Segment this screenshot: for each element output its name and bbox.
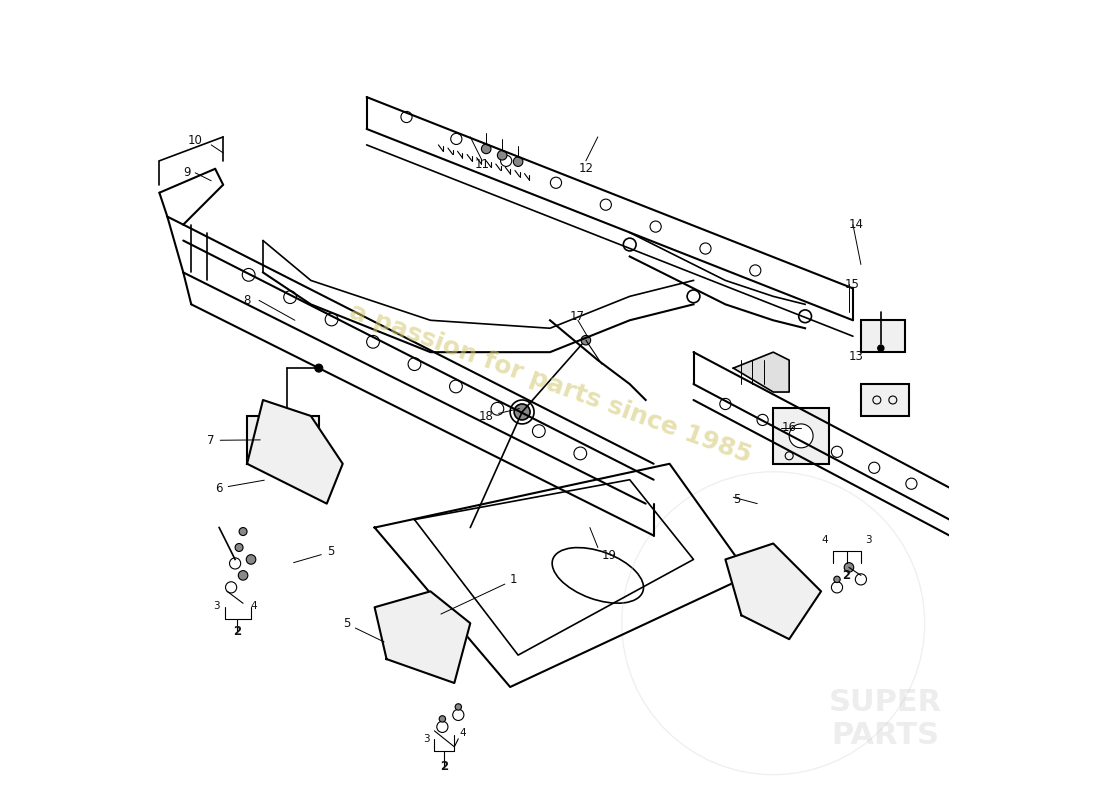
Circle shape (497, 150, 507, 160)
Text: 5: 5 (343, 618, 384, 642)
Polygon shape (725, 543, 821, 639)
Circle shape (581, 335, 591, 345)
Text: 2: 2 (233, 625, 242, 638)
Text: 17: 17 (570, 310, 585, 322)
Bar (773, 408, 829, 464)
Circle shape (270, 438, 288, 458)
Bar (248, 416, 319, 464)
Text: SUPER
PARTS: SUPER PARTS (828, 687, 942, 750)
Circle shape (756, 586, 774, 605)
Circle shape (514, 157, 522, 166)
Circle shape (422, 635, 447, 659)
Text: 16: 16 (781, 422, 796, 434)
Circle shape (789, 424, 813, 448)
Polygon shape (248, 400, 343, 504)
Circle shape (844, 562, 854, 572)
Text: 3: 3 (424, 734, 430, 744)
Circle shape (878, 345, 884, 351)
Text: 18: 18 (478, 409, 519, 423)
Text: 8: 8 (243, 294, 251, 307)
Circle shape (834, 576, 840, 582)
Text: 14: 14 (849, 218, 864, 231)
Circle shape (239, 527, 248, 535)
Text: 3: 3 (213, 601, 220, 610)
Circle shape (514, 404, 530, 420)
Circle shape (482, 144, 491, 154)
Text: 3: 3 (866, 534, 872, 545)
Text: 10: 10 (188, 134, 202, 147)
Ellipse shape (552, 547, 644, 603)
Bar (861, 384, 909, 416)
Text: 13: 13 (849, 350, 864, 362)
Text: 4: 4 (459, 728, 465, 738)
Text: 5: 5 (734, 493, 740, 506)
Text: 9: 9 (184, 166, 191, 179)
Text: 19: 19 (602, 549, 617, 562)
Text: 4: 4 (250, 601, 256, 610)
Text: 5: 5 (294, 546, 334, 562)
Text: 15: 15 (845, 278, 860, 291)
Polygon shape (375, 591, 471, 683)
Text: 2: 2 (440, 760, 449, 774)
Text: 4: 4 (822, 534, 828, 545)
Text: a passion for parts since 1985: a passion for parts since 1985 (345, 300, 755, 468)
Circle shape (315, 364, 322, 372)
Text: 7: 7 (207, 434, 261, 447)
Circle shape (246, 554, 256, 564)
Circle shape (439, 716, 446, 722)
Circle shape (455, 704, 462, 710)
Circle shape (239, 570, 248, 580)
Text: 1: 1 (441, 574, 518, 614)
Text: 6: 6 (216, 480, 264, 494)
Text: 2: 2 (843, 569, 850, 582)
Circle shape (235, 543, 243, 551)
Text: 11: 11 (475, 158, 490, 171)
Circle shape (277, 434, 297, 454)
Text: 12: 12 (579, 162, 593, 175)
Bar (861, 320, 905, 352)
Polygon shape (734, 352, 789, 392)
